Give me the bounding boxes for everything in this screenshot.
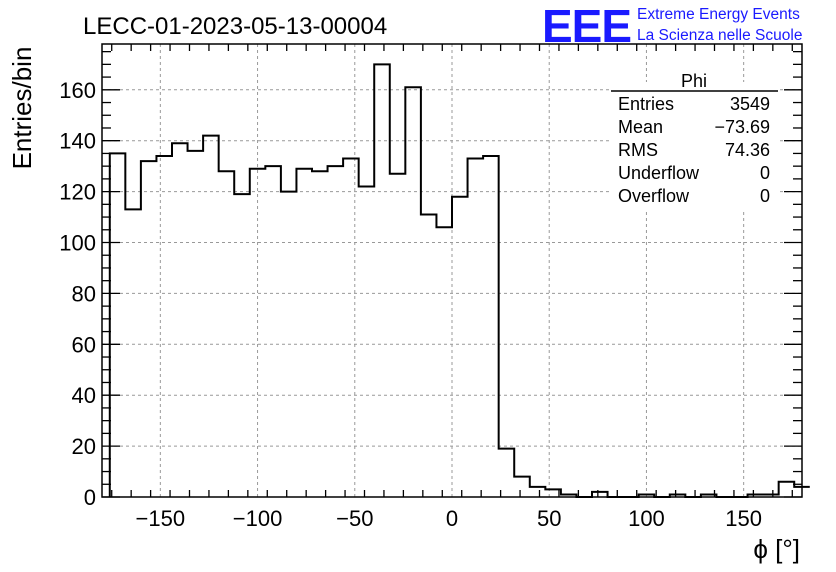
y-tick-label: 120 — [59, 180, 96, 205]
stats-label: RMS — [618, 140, 658, 160]
histogram-bin — [234, 194, 250, 497]
histogram-bin — [468, 159, 484, 497]
histogram-bin — [219, 171, 235, 497]
y-tick-label: 80 — [72, 281, 96, 306]
y-tick-label: 140 — [59, 129, 96, 154]
histogram-bin — [421, 215, 437, 497]
histogram-bin — [188, 151, 204, 497]
stats-value: 3549 — [730, 94, 770, 114]
stats-label: Mean — [618, 117, 663, 137]
x-tick-label: 50 — [537, 506, 561, 531]
histogram-bin — [328, 166, 344, 497]
x-tick-label: −150 — [136, 506, 186, 531]
stats-label: Underflow — [618, 163, 700, 183]
histogram-bin — [312, 171, 328, 497]
y-tick-label: 40 — [72, 383, 96, 408]
y-axis-label: Entries/bin — [7, 47, 37, 170]
x-tick-label: 100 — [628, 506, 665, 531]
histogram-bin — [436, 227, 452, 497]
y-tick-label: 160 — [59, 78, 96, 103]
y-tick-label: 100 — [59, 231, 96, 256]
histogram-bin — [156, 156, 172, 497]
stats-label: Overflow — [618, 186, 690, 206]
histogram-bin — [172, 143, 188, 497]
histogram-bin — [794, 487, 802, 497]
histogram-bin — [374, 64, 390, 497]
stats-value: −73.69 — [714, 117, 770, 137]
stats-rows: Entries 3549 Mean −73.69 RMS 74.36 Underflow 0 O… — [618, 94, 770, 206]
x-tick-labels: −150 −100 −50 0 50 100 150 — [136, 506, 762, 531]
stats-value: 0 — [760, 186, 770, 206]
histogram-bin — [281, 192, 297, 497]
eee-logo: EEE Extreme Energy Events La Scienza nel… — [542, 0, 802, 52]
x-tick-label: 150 — [725, 506, 762, 531]
stats-box: Phi Entries 3549 Mean −73.69 RMS 74.36 Underfl… — [611, 71, 779, 210]
stats-value: 74.36 — [725, 140, 770, 160]
axis-ticks — [102, 44, 802, 498]
x-tick-label: 0 — [446, 506, 458, 531]
histogram-bin — [390, 174, 406, 497]
histogram-bin — [359, 187, 375, 497]
histogram-bin — [296, 169, 312, 497]
stats-label: Entries — [618, 94, 674, 114]
x-tick-label: −100 — [233, 506, 283, 531]
x-tick-label: −50 — [336, 506, 373, 531]
histogram-bin — [125, 209, 141, 497]
histogram-bin — [405, 87, 421, 497]
histogram-bin — [514, 477, 530, 497]
histogram-bin — [483, 156, 499, 497]
histogram-bin — [592, 492, 608, 497]
chart-title: LECC-01-2023-05-13-00004 — [83, 13, 387, 40]
stats-title: Phi — [681, 71, 707, 91]
y-tick-label: 0 — [84, 485, 96, 510]
histogram-bin — [343, 159, 359, 497]
histogram-bin — [265, 166, 281, 497]
logo-line-1: Extreme Energy Events — [637, 6, 800, 23]
stats-background — [611, 82, 779, 210]
stats-value: 0 — [760, 163, 770, 183]
histogram-bin — [141, 161, 157, 497]
histogram-bin — [452, 197, 468, 497]
histogram-outline — [108, 63, 810, 498]
x-axis-label: ϕ [°] — [753, 534, 800, 564]
histogram-bin — [250, 169, 266, 497]
histogram-bin — [530, 487, 546, 497]
y-tick-label: 60 — [72, 332, 96, 357]
histogram-bin — [203, 136, 219, 497]
y-tick-label: 20 — [72, 434, 96, 459]
logo-line-2: La Scienza nelle Scuole — [637, 27, 802, 44]
histogram-bin — [499, 449, 515, 497]
plot-frame — [101, 43, 803, 498]
y-tick-labels: 0 20 40 60 80 100 120 140 160 — [59, 78, 96, 510]
